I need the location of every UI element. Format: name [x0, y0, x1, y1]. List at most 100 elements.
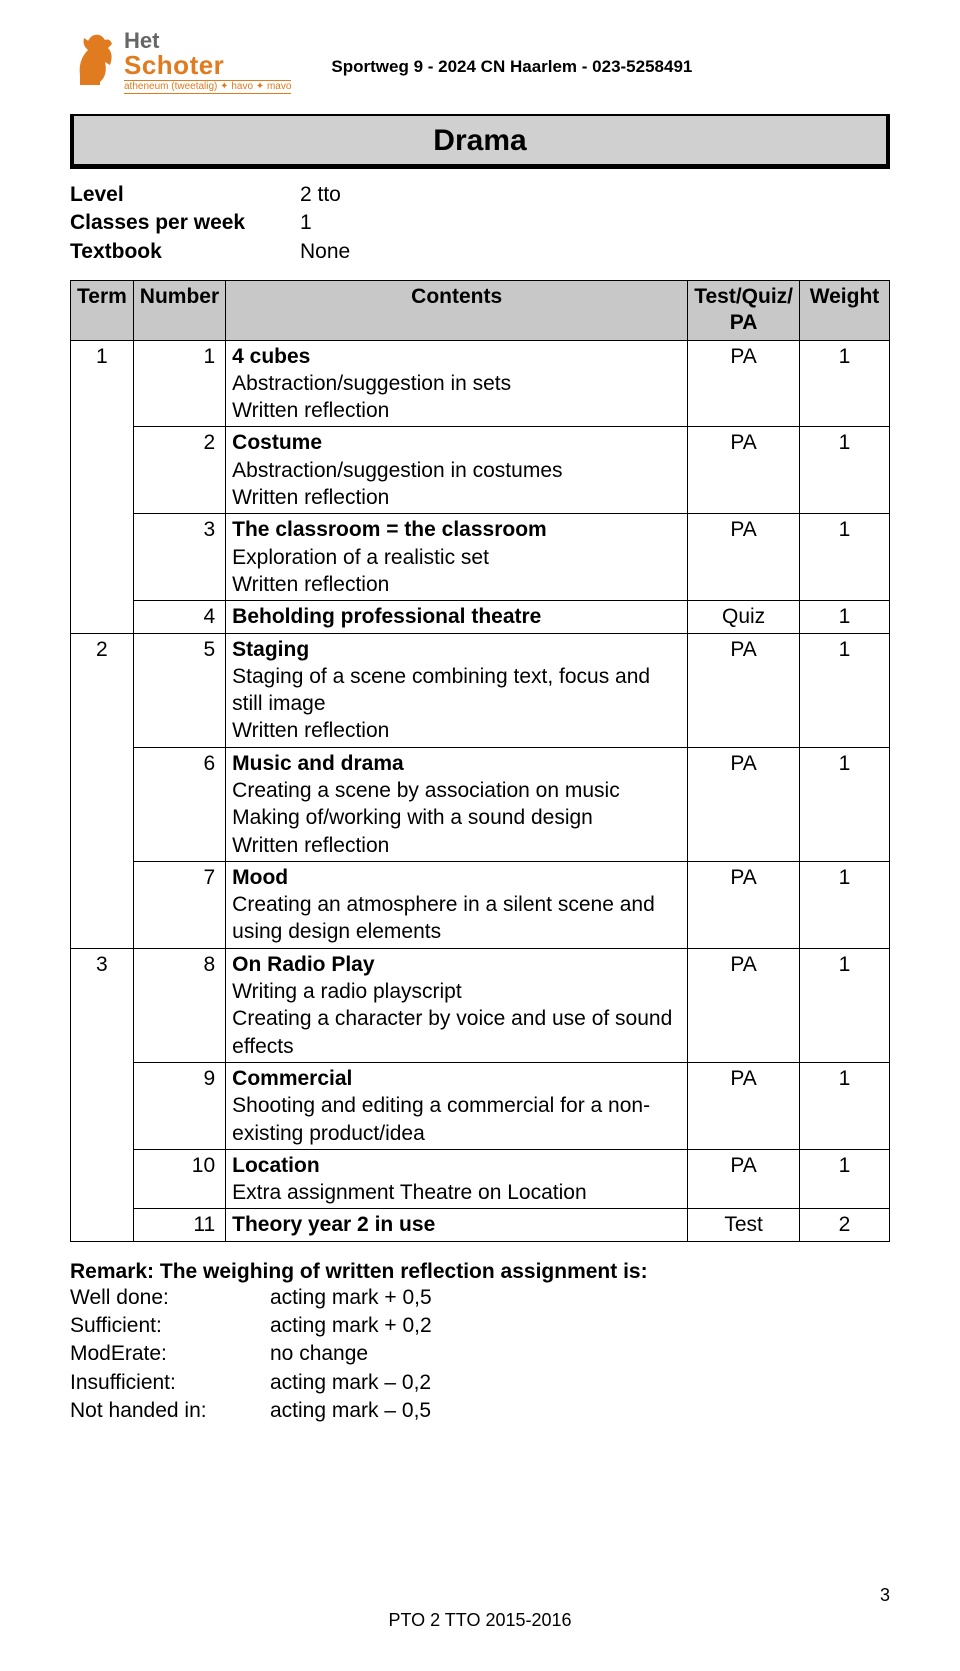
cell-number: 11 — [133, 1209, 225, 1241]
contents-title: Music and drama — [232, 752, 404, 775]
cell-contents: 4 cubesAbstraction/suggestion in setsWri… — [226, 340, 688, 427]
cell-contents: Staging Staging of a scene combining text… — [226, 633, 688, 747]
remark-label: Well done: — [70, 1284, 270, 1312]
remark-value: acting mark – 0,2 — [270, 1369, 431, 1397]
title-bar: Drama — [70, 114, 890, 169]
cell-weight: 1 — [800, 747, 890, 861]
meta-block: Level2 ttoClasses per week1TextbookNone — [70, 181, 890, 266]
cell-number: 8 — [133, 948, 225, 1062]
table-row: 3The classroom = the classroomExploratio… — [71, 514, 890, 601]
remark-row: Insufficient:acting mark – 0,2 — [70, 1369, 890, 1397]
contents-title: Location — [232, 1154, 320, 1177]
table-body: 114 cubesAbstraction/suggestion in setsW… — [71, 340, 890, 1241]
cell-weight: 1 — [800, 427, 890, 514]
cell-test: PA — [688, 747, 800, 861]
school-address: Sportweg 9 - 2024 CN Haarlem - 023-52584… — [331, 57, 692, 77]
cell-contents: Theory year 2 in use — [226, 1209, 688, 1241]
cell-contents: Music and drama Creating a scene by assoc… — [226, 747, 688, 861]
page-header: Het Schoter atheneum (tweetalig) ✦ havo … — [70, 30, 890, 94]
cell-test: PA — [688, 1062, 800, 1149]
contents-desc-line: Abstraction/suggestion in sets — [232, 372, 511, 395]
contents-desc-line: Writing a radio playscript — [232, 980, 462, 1003]
contents-desc-line: Written reflection — [232, 719, 389, 742]
table-header-cell: Test/Quiz/PA — [688, 281, 800, 341]
cell-test: PA — [688, 948, 800, 1062]
contents-desc-line: Creating a character by voice and use of… — [232, 1007, 672, 1057]
meta-row: Classes per week1 — [70, 209, 890, 237]
cell-number: 3 — [133, 514, 225, 601]
cell-term: 1 — [71, 340, 134, 633]
contents-title: Commercial — [232, 1067, 352, 1090]
cell-weight: 1 — [800, 1062, 890, 1149]
remark-value: acting mark – 0,5 — [270, 1397, 431, 1425]
cell-contents: CostumeAbstraction/suggestion in costume… — [226, 427, 688, 514]
cell-test: PA — [688, 1149, 800, 1209]
cell-number: 2 — [133, 427, 225, 514]
contents-desc-line: Shooting and editing a commercial for a … — [232, 1094, 650, 1144]
cell-test: Quiz — [688, 601, 800, 633]
contents-desc-line: Making of/working with a sound design — [232, 806, 593, 829]
curriculum-table: TermNumberContentsTest/Quiz/PAWeight 114… — [70, 280, 890, 1242]
cell-contents: Commercial Shooting and editing a commerc… — [226, 1062, 688, 1149]
table-row: 7MoodCreating an atmosphere in a silent … — [71, 861, 890, 948]
contents-desc-line: Written reflection — [232, 834, 389, 857]
table-row: 6Music and dramaCreating a scene by asso… — [71, 747, 890, 861]
remark-row: ModErate:no change — [70, 1340, 890, 1368]
cell-contents: Location Extra assignment Theatre on Loca… — [226, 1149, 688, 1209]
contents-desc-line: Creating an atmosphere in a silent scene… — [232, 893, 655, 943]
table-header-cell: Number — [133, 281, 225, 341]
cell-weight: 1 — [800, 340, 890, 427]
table-header-cell: Contents — [226, 281, 688, 341]
meta-row: Level2 tto — [70, 181, 890, 209]
remark-value: no change — [270, 1340, 368, 1368]
meta-value: 2 tto — [300, 181, 341, 209]
remark-title: Remark: The weighing of written reflecti… — [70, 1260, 890, 1284]
remark-label: Insufficient: — [70, 1369, 270, 1397]
lion-icon — [70, 30, 120, 90]
table-head: TermNumberContentsTest/Quiz/PAWeight — [71, 281, 890, 341]
contents-desc-line: Staging of a scene combining text, focus… — [232, 665, 650, 715]
contents-desc-line: Extra assignment Theatre on Location — [232, 1181, 587, 1204]
cell-term: 2 — [71, 633, 134, 948]
contents-desc-line: Written reflection — [232, 399, 389, 422]
footer-center: PTO 2 TTO 2015-2016 — [70, 1610, 890, 1631]
table-row: 2CostumeAbstraction/suggestion in costum… — [71, 427, 890, 514]
remark-label: Sufficient: — [70, 1312, 270, 1340]
table-row: 10 Location Extra assignment Theatre on Lo… — [71, 1149, 890, 1209]
cell-term: 3 — [71, 948, 134, 1241]
contents-desc-line: Creating a scene by association on music — [232, 779, 620, 802]
contents-title: Costume — [232, 431, 322, 454]
cell-test: PA — [688, 633, 800, 747]
cell-contents: On Radio PlayWriting a radio playscriptC… — [226, 948, 688, 1062]
remark-row: Well done:acting mark + 0,5 — [70, 1284, 890, 1312]
cell-weight: 2 — [800, 1209, 890, 1241]
cell-weight: 1 — [800, 633, 890, 747]
contents-desc-line: Written reflection — [232, 573, 389, 596]
cell-contents: The classroom = the classroomExploration… — [226, 514, 688, 601]
page-footer: 3 PTO 2 TTO 2015-2016 — [70, 1585, 890, 1631]
remark-row: Sufficient:acting mark + 0,2 — [70, 1312, 890, 1340]
contents-desc-line: Exploration of a realistic set — [232, 546, 489, 569]
cell-number: 10 — [133, 1149, 225, 1209]
cell-number: 1 — [133, 340, 225, 427]
meta-label: Level — [70, 181, 300, 209]
table-row: 9 Commercial Shooting and editing a commer… — [71, 1062, 890, 1149]
meta-label: Classes per week — [70, 209, 300, 237]
contents-desc-line: Written reflection — [232, 486, 389, 509]
page-number: 3 — [70, 1585, 890, 1606]
cell-number: 9 — [133, 1062, 225, 1149]
cell-weight: 1 — [800, 601, 890, 633]
remark-row: Not handed in:acting mark – 0,5 — [70, 1397, 890, 1425]
cell-contents: MoodCreating an atmosphere in a silent s… — [226, 861, 688, 948]
cell-weight: 1 — [800, 948, 890, 1062]
table-header-cell: Term — [71, 281, 134, 341]
cell-test: PA — [688, 340, 800, 427]
remark-label: Not handed in: — [70, 1397, 270, 1425]
table-row: 114 cubesAbstraction/suggestion in setsW… — [71, 340, 890, 427]
cell-test: PA — [688, 427, 800, 514]
meta-value: 1 — [300, 209, 312, 237]
logo-line1: Het — [124, 30, 291, 52]
school-logo: Het Schoter atheneum (tweetalig) ✦ havo … — [70, 30, 291, 94]
contents-title: Staging — [232, 638, 309, 661]
meta-row: TextbookNone — [70, 238, 890, 266]
